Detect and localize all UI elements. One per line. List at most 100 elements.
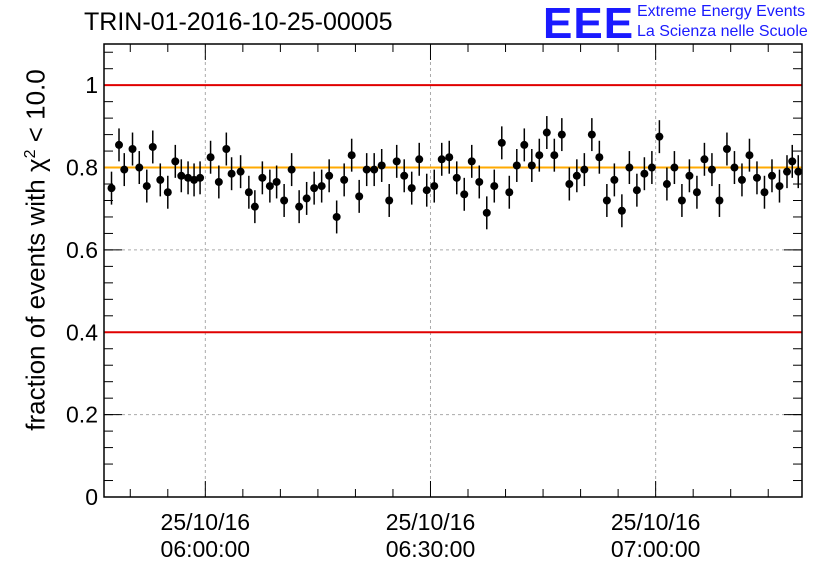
data-point — [148, 142, 157, 151]
data-point — [214, 177, 223, 186]
data-point — [280, 196, 289, 205]
data-point — [700, 155, 709, 164]
data-point — [655, 132, 664, 141]
data-point — [557, 130, 566, 139]
data-point — [752, 173, 761, 182]
x-tick-time-label: 07:00:00 — [611, 536, 701, 562]
data-point — [482, 208, 491, 217]
chart-title: TRIN-01-2016-10-25-00005 — [84, 8, 393, 36]
data-point — [355, 192, 364, 201]
data-point — [250, 202, 259, 211]
data-point — [788, 157, 797, 166]
data-point — [392, 157, 401, 166]
data-point — [184, 173, 193, 182]
data-point — [190, 175, 199, 184]
data-point — [647, 163, 656, 172]
data-point — [222, 145, 231, 154]
data-point — [325, 171, 334, 180]
data-point — [595, 153, 604, 162]
data-point — [782, 167, 791, 176]
data-point — [677, 196, 686, 205]
data-point — [332, 212, 341, 221]
x-tick-time-label: 06:00:00 — [161, 536, 251, 562]
data-point — [120, 165, 129, 174]
data-point — [602, 196, 611, 205]
data-point — [520, 140, 529, 149]
data-point — [107, 184, 116, 193]
data-point — [415, 155, 424, 164]
data-point — [707, 165, 716, 174]
data-point — [265, 182, 274, 191]
data-point — [542, 128, 551, 137]
data-point — [572, 171, 581, 180]
data-point — [287, 165, 296, 174]
data-point — [377, 161, 386, 170]
eee-logo-mark: EEE — [543, 0, 635, 48]
data-point — [527, 161, 536, 170]
data-point — [632, 186, 641, 195]
plot-frame — [103, 43, 803, 498]
data-point — [407, 184, 416, 193]
data-point — [177, 171, 186, 180]
logo-line-1: Extreme Energy Events — [637, 3, 806, 20]
data-point — [258, 173, 267, 182]
data-point — [196, 173, 205, 182]
data-point — [715, 196, 724, 205]
data-point — [295, 202, 304, 211]
data-point — [535, 151, 544, 160]
data-point — [422, 186, 431, 195]
data-point — [385, 196, 394, 205]
data-point — [775, 182, 784, 191]
data-point — [505, 188, 514, 197]
data-point — [206, 153, 215, 162]
data-point — [617, 206, 626, 215]
x-tick-date-label: 25/10/16 — [611, 509, 701, 535]
data-point — [670, 163, 679, 172]
data-point — [460, 190, 469, 199]
data-point — [400, 171, 409, 180]
data-point — [445, 153, 454, 162]
data-point — [767, 171, 776, 180]
data-point — [244, 188, 253, 197]
data-point — [760, 188, 769, 197]
y-tick-label: 0 — [85, 484, 98, 510]
data-point — [685, 171, 694, 180]
data-point — [340, 175, 349, 184]
data-point — [128, 145, 137, 154]
data-point — [135, 163, 144, 172]
data-point — [227, 169, 236, 178]
data-point — [512, 161, 521, 170]
data-point — [662, 180, 671, 189]
data-point — [745, 151, 754, 160]
logo-line-2: La Scienza nelle Scuole — [637, 23, 808, 40]
y-tick-label: 0.2 — [66, 402, 98, 428]
data-point — [171, 157, 180, 166]
data-point — [302, 194, 311, 203]
data-point — [142, 182, 151, 191]
data-point — [640, 169, 649, 178]
data-point — [737, 175, 746, 184]
y-tick-label: 0.6 — [66, 237, 98, 263]
data-point — [437, 155, 446, 164]
data-point — [347, 151, 356, 160]
data-point — [467, 157, 476, 166]
data-point — [163, 188, 172, 197]
data-point — [794, 167, 803, 176]
data-point — [452, 173, 461, 182]
x-tick-date-label: 25/10/16 — [161, 509, 251, 535]
data-point — [625, 163, 634, 172]
y-tick-label: 0.4 — [66, 319, 98, 345]
data-point — [565, 180, 574, 189]
data-point — [156, 175, 165, 184]
data-point — [580, 165, 589, 174]
data-point — [475, 177, 484, 186]
data-point — [272, 177, 281, 186]
data-point — [317, 182, 326, 191]
data-point — [730, 163, 739, 172]
y-tick-label: 1 — [85, 72, 98, 98]
y-tick-label: 0.8 — [66, 155, 98, 181]
x-tick-date-label: 25/10/16 — [386, 509, 476, 535]
data-point — [236, 167, 245, 176]
data-point — [115, 140, 124, 149]
